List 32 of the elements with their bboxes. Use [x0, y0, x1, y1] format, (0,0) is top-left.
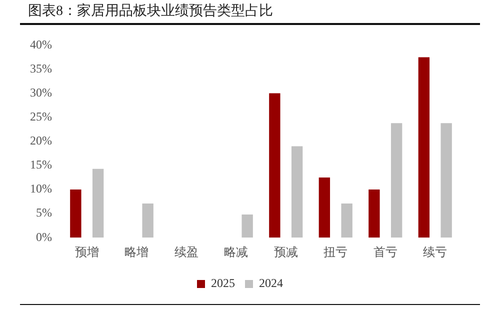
x-tick-label: 预减: [274, 244, 298, 259]
y-tick-label: 30%: [30, 85, 52, 100]
bar: [291, 146, 303, 238]
x-tick-label: 略增: [124, 244, 149, 259]
bar: [70, 190, 82, 238]
y-tick-label: 35%: [30, 61, 52, 76]
bar: [269, 93, 280, 238]
y-tick-label: 25%: [30, 110, 52, 124]
legend-label: 2024: [259, 276, 283, 290]
y-tick-label: 5%: [36, 206, 52, 220]
chart-title: 图表8：家居用品板块业绩预告类型占比: [28, 2, 273, 20]
bar: [368, 190, 380, 238]
bar: [92, 168, 104, 238]
legend-label: 2025: [211, 276, 235, 290]
bar: [440, 123, 452, 238]
y-tick-label: 20%: [30, 134, 52, 148]
x-tick-label: 略减: [224, 244, 248, 259]
x-tick-label: 预增: [74, 244, 99, 259]
bar: [390, 123, 402, 238]
bar: [142, 203, 154, 238]
x-tick-label: 首亏: [373, 244, 398, 259]
bar: [341, 203, 352, 238]
bar: [418, 57, 430, 238]
y-tick-label: 15%: [30, 158, 52, 172]
x-tick-label: 续盈: [174, 244, 198, 259]
y-tick-label: 40%: [30, 37, 52, 52]
y-tick-label: 10%: [30, 182, 52, 196]
x-tick-label: 扭亏: [324, 244, 348, 259]
y-tick-label: 0%: [36, 230, 52, 244]
bar: [242, 214, 253, 238]
bar: [318, 177, 330, 238]
x-tick-label: 续亏: [423, 244, 448, 259]
